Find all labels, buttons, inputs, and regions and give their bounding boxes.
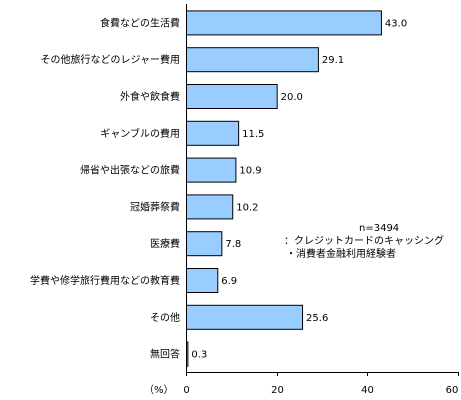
- category-label: 食費などの生活費: [100, 16, 180, 29]
- annotation-line-2: ・消費者金融利用経験者: [286, 249, 396, 260]
- category-labels: 食費などの生活費その他旅行などのレジャー費用外食や飲食費ギャンブルの費用帰省や出…: [30, 16, 180, 360]
- category-label: その他旅行などのレジャー費用: [41, 53, 181, 66]
- bar: [186, 47, 319, 73]
- category-label: 無回答: [150, 348, 180, 361]
- category-label: 外食や飲食費: [120, 90, 180, 103]
- bar-value-label: 43.0: [385, 18, 407, 29]
- bar: [186, 10, 382, 36]
- bar-value-label: 6.9: [221, 276, 237, 287]
- category-label: 医療費: [150, 237, 180, 250]
- bar-value-label: 7.8: [225, 239, 241, 250]
- x-tick-label: 0: [183, 385, 189, 396]
- bar-value-label: 29.1: [322, 55, 344, 66]
- annotation-sample-size: n=3494: [359, 223, 400, 234]
- bar-value-label: 11.5: [242, 129, 264, 140]
- bar-value-label: 10.9: [239, 166, 261, 177]
- bar-value-label: 25.6: [306, 313, 328, 324]
- category-label: その他: [150, 311, 180, 324]
- bar-value-label: 0.3: [191, 350, 207, 361]
- x-axis-ticks: 0 20 40 60: [183, 372, 459, 396]
- annotation-line-1: ：クレジットカードのキャッシング: [284, 236, 444, 247]
- category-label: 学費や修学旅行費用などの教育費: [30, 274, 180, 287]
- bar: [186, 231, 223, 257]
- bars-layer: [186, 10, 382, 367]
- bar: [186, 194, 234, 220]
- sample-annotation: n=3494 ：クレジットカードのキャッシング ・消費者金融利用経験者: [281, 222, 451, 261]
- bar-value-label: 10.2: [236, 202, 258, 213]
- bar: [186, 268, 219, 293]
- bar-value-labels: 43.0 29.1 20.0 11.5 10.9 10.2 7.8 6.9 25.6 0.3: [191, 18, 407, 360]
- x-tick-label: 20: [271, 385, 284, 396]
- bar: [186, 120, 240, 146]
- bar: [186, 304, 304, 330]
- category-label: ギャンブルの費用: [100, 127, 180, 140]
- bar: [186, 84, 278, 109]
- x-axis-unit-label: （%）: [144, 384, 174, 396]
- category-label: 帰省や出張などの旅費: [80, 164, 180, 177]
- bar: [186, 157, 237, 183]
- category-label: 冠婚葬祭費: [130, 200, 180, 213]
- x-tick-label: 40: [361, 385, 374, 396]
- x-tick-label: 60: [446, 385, 459, 396]
- bar-value-label: 20.0: [281, 92, 303, 103]
